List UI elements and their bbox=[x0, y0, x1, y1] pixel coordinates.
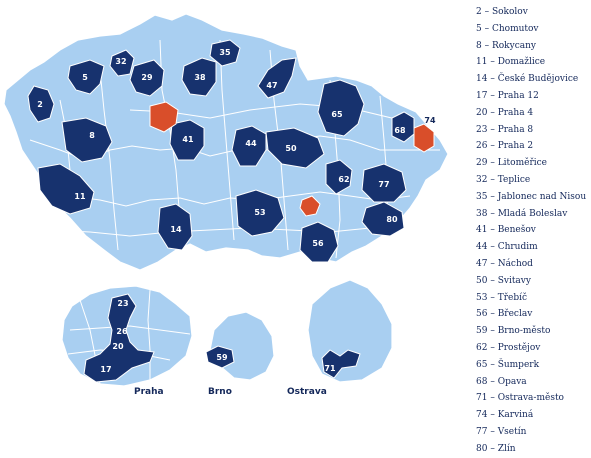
legend-item: 11Domažlice bbox=[476, 54, 588, 71]
map-label-2: 2 bbox=[37, 100, 43, 109]
legend-item: 47Náchod bbox=[476, 256, 588, 273]
legend-item: 2Sokolov bbox=[476, 4, 588, 21]
inset-label-23: 23 bbox=[117, 299, 128, 308]
inset-label-17: 17 bbox=[100, 365, 111, 374]
brno-inset: 59 bbox=[205, 311, 275, 381]
inset-title-brno: Brno bbox=[208, 387, 232, 397]
legend-item: 71Ostrava-město bbox=[476, 390, 588, 407]
district-praha-shape bbox=[149, 101, 179, 133]
legend-item: 8Rokycany bbox=[476, 38, 588, 55]
inset-label-20: 20 bbox=[112, 342, 124, 351]
ostrava-inset: 71 bbox=[307, 279, 393, 383]
district-77-shape bbox=[361, 163, 407, 203]
map-label-47: 47 bbox=[266, 81, 277, 90]
legend-item: 29Litoměřice bbox=[476, 155, 588, 172]
district-32-shape bbox=[109, 49, 135, 77]
legend-item: 50Svitavy bbox=[476, 273, 588, 290]
inset-label-26: 26 bbox=[116, 327, 128, 336]
district-47-shape bbox=[257, 57, 297, 99]
legend-item: 35Jablonec nad Nisou bbox=[476, 189, 588, 206]
district-41-shape bbox=[169, 119, 205, 161]
legend-item: 5Chomutov bbox=[476, 21, 588, 38]
map-label-5: 5 bbox=[82, 73, 88, 82]
dark-districts bbox=[27, 39, 415, 263]
district-8-shape bbox=[61, 117, 113, 163]
district-80-shape bbox=[361, 201, 405, 237]
district-53-shape bbox=[235, 189, 285, 237]
legend-item: 17Praha 12 bbox=[476, 88, 588, 105]
legend-item: 38Mladá Boleslav bbox=[476, 206, 588, 223]
map-label-62: 62 bbox=[338, 175, 349, 184]
legend-item: 62Prostějov bbox=[476, 340, 588, 357]
district-legend: 2Sokolov 5Chomutov 8Rokycany 11Domažlice… bbox=[476, 4, 588, 458]
legend-item: 59Brno-město bbox=[476, 323, 588, 340]
legend-item: 65Šumperk bbox=[476, 357, 588, 374]
district-number-labels: 2 5 32 29 35 38 47 65 8 41 44 50 68 62 7… bbox=[37, 48, 436, 248]
district-2-shape bbox=[27, 85, 55, 123]
district-5-shape bbox=[67, 59, 105, 95]
legend-item: 26Praha 2 bbox=[476, 138, 588, 155]
district-44-shape bbox=[231, 125, 267, 167]
map-label-53: 53 bbox=[254, 208, 265, 217]
map-label-32: 32 bbox=[115, 57, 126, 66]
map-label-44: 44 bbox=[245, 139, 257, 148]
map-label-68: 68 bbox=[394, 126, 406, 135]
legend-item: 56Břeclav bbox=[476, 306, 588, 323]
district-56-shape bbox=[299, 221, 339, 263]
map-label-50: 50 bbox=[285, 144, 297, 153]
district-38-shape bbox=[181, 57, 217, 97]
legend-item: 68Opava bbox=[476, 374, 588, 391]
district-74-shape bbox=[413, 123, 435, 153]
legend-item: 53Třebíč bbox=[476, 290, 588, 307]
legend-item: 20Praha 4 bbox=[476, 105, 588, 122]
map-label-65: 65 bbox=[331, 110, 343, 119]
legend-item: 14České Budějovice bbox=[476, 71, 588, 88]
inset-label-59: 59 bbox=[216, 353, 228, 362]
map-label-14: 14 bbox=[170, 225, 182, 234]
legend-item: 32Teplice bbox=[476, 172, 588, 189]
map-label-74: 74 bbox=[424, 116, 436, 125]
district-brno-shape bbox=[299, 195, 321, 217]
red-districts bbox=[149, 101, 435, 217]
district-50-shape bbox=[265, 127, 325, 169]
district-11-shape bbox=[37, 163, 95, 215]
legend-item: 23Praha 8 bbox=[476, 122, 588, 139]
map-label-77: 77 bbox=[378, 180, 389, 189]
inset-title-ostrava: Ostrava bbox=[287, 387, 327, 397]
legend-item: 80Zlín bbox=[476, 441, 588, 458]
district-35-shape bbox=[209, 39, 241, 67]
district-65-shape bbox=[317, 79, 365, 137]
legend-item: 77Vsetín bbox=[476, 424, 588, 441]
district-62-shape bbox=[325, 159, 353, 195]
map-label-35: 35 bbox=[219, 48, 231, 57]
map-label-29: 29 bbox=[141, 73, 153, 82]
map-label-56: 56 bbox=[312, 239, 324, 248]
praha-inset: 23 26 20 17 bbox=[61, 285, 193, 387]
inset-label-71: 71 bbox=[324, 364, 336, 373]
legend-item: 44Chrudim bbox=[476, 239, 588, 256]
map-label-80: 80 bbox=[386, 215, 398, 224]
district-14-shape bbox=[157, 203, 193, 251]
map-label-41: 41 bbox=[182, 135, 194, 144]
legend-item: 74Karviná bbox=[476, 407, 588, 424]
map-label-8: 8 bbox=[89, 131, 95, 140]
district-29-shape bbox=[129, 59, 165, 97]
legend-item: 41Benešov bbox=[476, 222, 588, 239]
czech-districts-map: 2 5 32 29 35 38 47 65 8 41 44 50 68 62 7… bbox=[3, 13, 449, 387]
map-label-38: 38 bbox=[194, 73, 206, 82]
map-label-11: 11 bbox=[74, 192, 86, 201]
inset-title-praha: Praha bbox=[134, 387, 164, 397]
